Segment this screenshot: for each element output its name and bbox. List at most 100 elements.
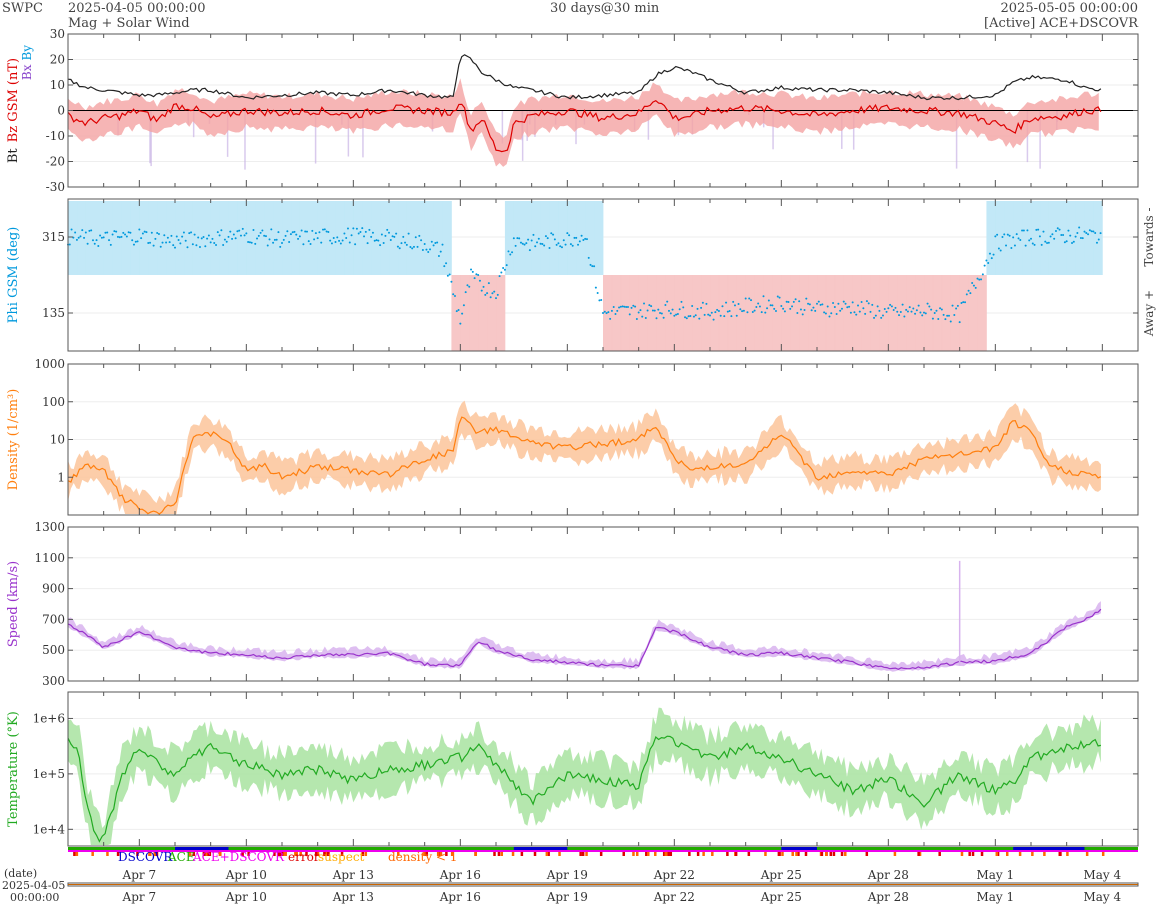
phi-point <box>248 241 251 244</box>
phi-point <box>878 309 881 312</box>
phi-point <box>245 232 248 235</box>
phi-point <box>354 243 357 246</box>
phi-point <box>819 303 822 306</box>
bx-spike <box>362 110 364 158</box>
phi-point <box>557 242 560 245</box>
y-tick-label: 10 <box>50 433 65 447</box>
polarity-bar <box>380 201 390 275</box>
phi-point <box>849 311 852 314</box>
phi-point <box>223 238 226 241</box>
flag-mark <box>295 852 298 856</box>
phi-point <box>124 233 127 236</box>
phi-point <box>873 316 876 319</box>
phi-point <box>289 233 292 236</box>
phi-point <box>762 295 765 298</box>
phi-point <box>735 314 738 317</box>
phi-point <box>764 311 767 314</box>
flag-mark <box>299 852 302 856</box>
combined-strip <box>68 850 1138 852</box>
phi-point <box>958 321 961 324</box>
phi-point <box>1054 230 1057 233</box>
x-tick-label-bottom: Apr 13 <box>332 890 374 904</box>
phi-point <box>459 322 462 325</box>
flag-mark <box>599 852 603 856</box>
phi-point <box>746 311 749 314</box>
polarity-bar <box>727 275 738 351</box>
phi-panel: 135 315 Phi GSM (deg) Towards - Away + <box>6 198 1156 352</box>
phi-point <box>532 233 535 236</box>
flag-mark <box>425 852 429 856</box>
phi-point <box>675 313 678 316</box>
phi-point <box>782 307 785 310</box>
flag-mark <box>711 852 714 856</box>
phi-point <box>429 248 432 251</box>
polarity-bar <box>273 201 283 275</box>
phi-point <box>987 262 990 265</box>
bx-spike <box>772 110 774 150</box>
polarity-bar <box>906 275 916 351</box>
flag-mark <box>547 852 550 856</box>
phi-point <box>486 292 489 295</box>
phi-point <box>172 244 175 247</box>
polarity-bar <box>246 201 256 275</box>
phi-point <box>710 311 713 314</box>
phi-point <box>962 301 965 304</box>
phi-point <box>553 238 556 241</box>
phi-point <box>313 238 316 241</box>
x-tick-label: May 4 <box>1083 868 1121 882</box>
phi-point <box>116 235 119 238</box>
flag-mark <box>323 852 326 856</box>
phi-point <box>161 241 164 244</box>
polarity-bar <box>264 201 274 275</box>
phi-point <box>111 233 114 236</box>
phi-point <box>559 245 562 248</box>
phi-point <box>766 307 769 310</box>
phi-point <box>646 309 649 312</box>
flag-mark <box>622 852 625 856</box>
phi-point <box>635 318 638 321</box>
phi-point <box>575 236 578 239</box>
polarity-bar <box>647 275 657 351</box>
phi-point <box>824 312 827 315</box>
y-axis-label-part: Bx <box>20 64 34 80</box>
phi-point <box>703 313 706 316</box>
phi-point <box>1038 235 1041 238</box>
polarity-bar <box>799 275 809 351</box>
polarity-bar <box>611 275 622 351</box>
phi-point <box>906 310 909 313</box>
phi-point <box>682 306 685 309</box>
phi-point <box>648 304 651 307</box>
phi-point <box>391 235 394 238</box>
phi-point <box>377 239 380 242</box>
phi-point <box>1058 228 1061 231</box>
phi-point <box>587 256 590 259</box>
phi-point <box>514 244 517 247</box>
phi-point <box>944 318 947 321</box>
phi-point <box>398 247 401 250</box>
source-label: [Active] ACE+DSCOVR <box>984 16 1138 31</box>
polarity-bar <box>594 201 604 275</box>
y-axis-label: Bt Bz GSM (nT) <box>6 58 21 163</box>
ace-strip <box>68 847 1138 850</box>
phi-point <box>871 303 874 306</box>
phi-point <box>507 250 510 253</box>
phi-point <box>584 237 587 240</box>
phi-point <box>206 237 209 240</box>
phi-point <box>211 237 214 240</box>
phi-point <box>352 227 355 230</box>
phi-point <box>614 312 617 315</box>
polarity-bar <box>121 201 131 275</box>
y-tick-label: 1000 <box>34 357 65 371</box>
flag-mark <box>585 852 588 856</box>
phi-point <box>580 234 583 237</box>
phi-point <box>630 306 633 309</box>
phi-point <box>109 243 112 246</box>
flag-mark <box>971 852 975 856</box>
phi-point <box>380 233 383 236</box>
flag-mark <box>669 852 673 856</box>
flag-mark <box>764 852 767 856</box>
phi-point <box>564 243 567 246</box>
phi-point <box>318 231 321 234</box>
phi-point <box>141 232 144 235</box>
phi-point <box>439 250 442 253</box>
